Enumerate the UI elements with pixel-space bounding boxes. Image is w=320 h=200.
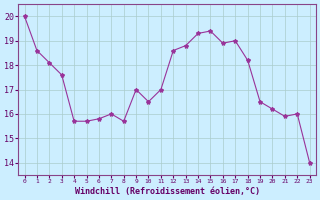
X-axis label: Windchill (Refroidissement éolien,°C): Windchill (Refroidissement éolien,°C) — [75, 187, 260, 196]
